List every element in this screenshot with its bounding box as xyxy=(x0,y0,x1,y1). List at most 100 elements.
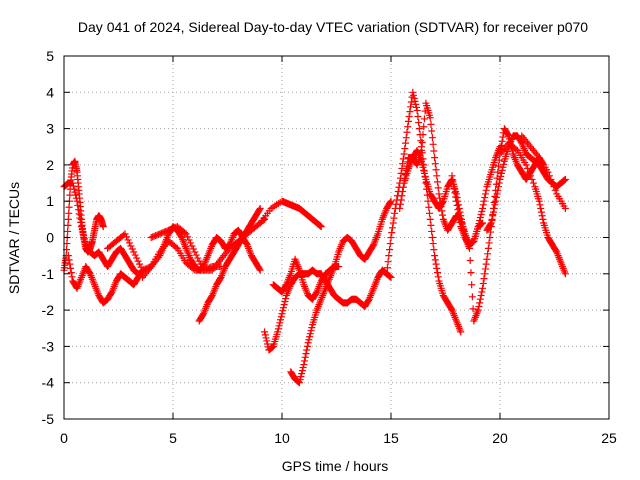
data-point xyxy=(480,275,488,283)
data-point xyxy=(402,134,410,142)
series-arc10 xyxy=(287,197,395,387)
data-point xyxy=(428,127,436,135)
data-point xyxy=(496,175,504,183)
data-point xyxy=(468,281,476,289)
data-point xyxy=(398,165,406,173)
data-point xyxy=(454,206,462,214)
data-point xyxy=(426,209,434,217)
chart-title: Day 041 of 2024, Sidereal Day-to-day VTE… xyxy=(78,19,588,35)
data-point xyxy=(453,194,461,202)
data-point xyxy=(431,256,439,264)
data-point xyxy=(492,194,500,202)
data-point xyxy=(122,233,130,241)
data-point xyxy=(185,236,193,244)
y-tick-label: 3 xyxy=(46,121,54,137)
data-point xyxy=(277,316,285,324)
data-points xyxy=(60,88,569,387)
x-tick-label: 25 xyxy=(601,430,617,446)
data-point xyxy=(420,169,428,177)
data-point xyxy=(420,115,428,123)
data-point xyxy=(65,203,73,211)
data-point xyxy=(452,193,460,201)
axis-ticks: 0 5 10 15 20 25 -5 -4 -3 -2 -1 0 1 2 3 4 5 xyxy=(42,48,617,446)
series-arc5 xyxy=(138,223,264,281)
data-point xyxy=(428,227,436,235)
data-point xyxy=(199,311,207,319)
data-point xyxy=(488,215,496,223)
data-point xyxy=(476,299,484,307)
data-point xyxy=(216,275,224,283)
data-point xyxy=(63,240,71,248)
data-point xyxy=(64,227,72,235)
data-point xyxy=(384,258,392,266)
data-point xyxy=(396,204,404,212)
data-point xyxy=(489,208,497,216)
data-point xyxy=(402,139,410,147)
data-point xyxy=(189,245,197,253)
data-point xyxy=(495,162,503,170)
data-point xyxy=(475,220,483,228)
data-point xyxy=(317,222,325,230)
series-arc16 xyxy=(483,132,569,234)
data-point xyxy=(262,334,270,342)
data-point xyxy=(421,172,429,180)
data-point xyxy=(65,256,73,264)
x-axis-label: GPS time / hours xyxy=(282,458,389,474)
series-arc18 xyxy=(518,132,569,212)
data-point xyxy=(439,198,447,206)
data-point xyxy=(561,204,569,212)
data-point xyxy=(386,273,394,281)
data-point xyxy=(191,248,199,256)
data-point xyxy=(385,252,393,260)
data-point xyxy=(124,236,132,244)
data-point xyxy=(134,257,142,265)
data-point xyxy=(426,215,434,223)
data-point xyxy=(431,252,439,260)
data-point xyxy=(409,88,417,96)
data-point xyxy=(391,209,399,217)
data-point xyxy=(547,175,555,183)
data-point xyxy=(434,273,442,281)
data-point xyxy=(255,206,263,214)
y-tick-label: -4 xyxy=(42,375,55,391)
data-point xyxy=(538,212,546,220)
data-point xyxy=(537,204,545,212)
data-point xyxy=(525,168,533,176)
data-point xyxy=(386,198,394,206)
data-point xyxy=(256,266,264,274)
data-point xyxy=(401,145,409,153)
data-point xyxy=(415,119,423,127)
data-point xyxy=(297,373,305,381)
data-point xyxy=(388,224,396,232)
data-point xyxy=(184,233,192,241)
data-point xyxy=(67,264,75,272)
data-point xyxy=(475,302,483,310)
data-point xyxy=(192,251,200,259)
data-point xyxy=(182,230,190,238)
data-point xyxy=(412,100,420,108)
data-point xyxy=(302,350,310,358)
series-arc11 xyxy=(269,255,343,303)
data-point xyxy=(483,255,491,263)
data-point xyxy=(194,254,202,262)
data-point xyxy=(528,175,536,183)
data-point xyxy=(498,166,506,174)
series-arc12 xyxy=(383,88,465,336)
data-point xyxy=(390,214,398,222)
data-point xyxy=(495,156,503,164)
data-point xyxy=(424,197,432,205)
data-point xyxy=(479,204,487,212)
data-point xyxy=(477,211,485,219)
data-point xyxy=(281,298,289,306)
data-point xyxy=(504,131,512,139)
data-point xyxy=(399,160,407,168)
data-point xyxy=(263,337,271,345)
data-point xyxy=(130,248,138,256)
x-tick-label: 0 xyxy=(60,430,68,446)
data-point xyxy=(537,208,545,216)
data-point xyxy=(412,160,420,168)
data-point xyxy=(499,133,507,141)
data-point xyxy=(387,197,395,205)
data-point xyxy=(490,204,498,212)
